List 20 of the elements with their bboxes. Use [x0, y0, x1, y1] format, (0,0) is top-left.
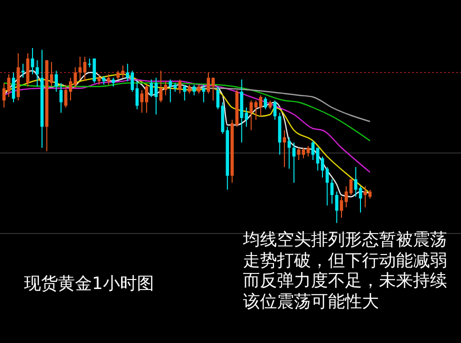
candlestick [335, 191, 338, 224]
candlestick [292, 142, 296, 184]
candlestick [264, 96, 268, 110]
candlestick [59, 82, 63, 114]
candlestick [36, 60, 39, 87]
text: 现货黄金1小时图 [24, 274, 155, 294]
candlestick [273, 100, 277, 120]
candlestick [97, 74, 101, 86]
candlestick [12, 72, 16, 103]
candlestick [30, 48, 34, 75]
candlestick [288, 136, 291, 170]
candlestick [192, 84, 196, 96]
candlestick [330, 178, 334, 204]
candlestick [282, 130, 286, 168]
candlestick [106, 74, 110, 86]
candlestick [54, 70, 58, 92]
candlestick [202, 84, 206, 103]
candlestick [178, 79, 182, 94]
text: 均线空头排列形态暂被震荡走势打破，但下行动能减弱而反弹力度不足，未来持续该位震荡可能性大 [243, 230, 448, 312]
candlestick [183, 84, 186, 101]
